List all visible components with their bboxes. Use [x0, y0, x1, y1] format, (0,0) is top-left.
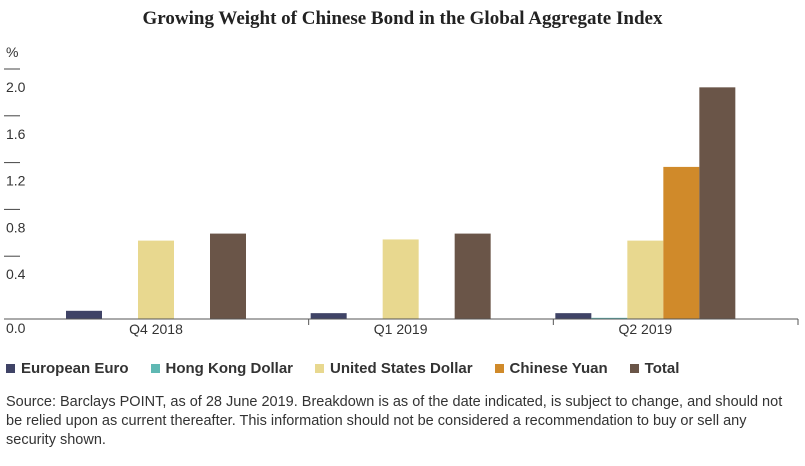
bar-united-states-dollar: [382, 239, 419, 319]
bars-group: [66, 87, 736, 319]
y-tick-label: 0.8: [6, 219, 26, 235]
legend-swatch: [315, 364, 325, 373]
legend-item: Hong Kong Dollar: [150, 360, 294, 377]
bar-total: [210, 233, 246, 319]
bar-chinese-yuan: [663, 166, 700, 319]
bar-european-euro: [310, 313, 347, 319]
legend-item: United States Dollar: [315, 360, 473, 377]
y-axis-unit-label: %: [6, 44, 18, 60]
legend-swatch: [629, 364, 639, 373]
y-tick-label: 1.6: [6, 126, 26, 142]
y-tick-label: 1.2: [6, 173, 26, 189]
source-note: Source: Barclays POINT, as of 28 June 20…: [6, 394, 783, 448]
bar-european-euro: [66, 310, 102, 319]
legend-label: United States Dollar: [330, 360, 473, 377]
legend-label: European Euro: [21, 360, 129, 377]
y-tick-label: 0.0: [6, 320, 26, 336]
legend-item: European Euro: [6, 360, 129, 377]
x-tick-label: Q1 2019: [374, 321, 428, 337]
legend: European Euro Hong Kong Dollar United Stat…: [6, 360, 679, 377]
legend-label: Hong Kong Dollar: [165, 360, 294, 377]
legend-item: Chinese Yuan: [494, 360, 608, 377]
y-axis-ticks: 0.0 0.4 0.8 1.2 1.6 2.0: [4, 68, 26, 336]
x-axis-ticks: Q4 2018 Q1 2019 Q2 2019: [129, 319, 799, 337]
bar-united-states-dollar: [138, 240, 174, 319]
legend-swatch: [494, 364, 504, 373]
y-tick-label: 2.0: [6, 79, 26, 95]
bar-united-states-dollar: [627, 240, 664, 319]
legend-swatch: [6, 364, 15, 373]
bar-hong-kong-dollar: [591, 317, 628, 319]
bar-european-euro: [555, 313, 592, 319]
y-tick-label: 0.4: [6, 266, 26, 282]
x-tick-label: Q2 2019: [618, 321, 672, 337]
legend-swatch: [150, 364, 160, 373]
x-tick-label: Q4 2018: [129, 321, 183, 337]
legend-label: Total: [644, 360, 680, 377]
bar-total: [454, 233, 491, 319]
legend-label: Chinese Yuan: [509, 360, 608, 377]
chart-title: Growing Weight of Chinese Bond in the Gl…: [142, 8, 663, 29]
legend-item: Total: [629, 360, 680, 377]
bar-total: [699, 87, 736, 319]
